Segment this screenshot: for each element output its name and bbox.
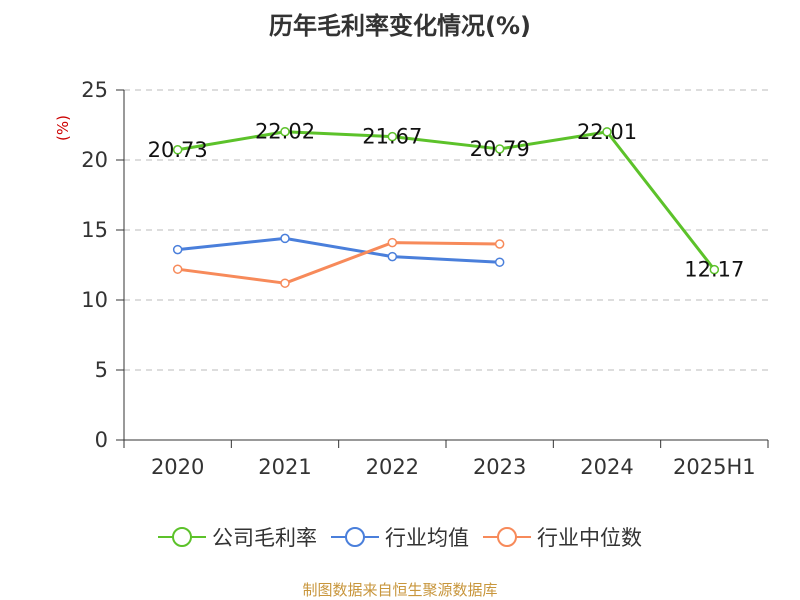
source-note: 制图数据来自恒生聚源数据库: [302, 581, 498, 599]
data-point: [172, 244, 183, 255]
series-line: [177, 236, 500, 264]
data-point: [602, 127, 612, 137]
legend-item[interactable]: 公司毛利率: [158, 522, 317, 552]
data-label: 22.02: [255, 120, 315, 144]
data-point: [494, 239, 505, 249]
legend-label: 公司毛利率: [212, 526, 317, 550]
x-tick-label: 2024: [580, 455, 633, 479]
legend: 公司毛利率 行业均值 行业中位数: [0, 519, 800, 555]
data-point: [172, 145, 183, 155]
y-axis-label: (%): [54, 115, 72, 141]
legend-label: 行业均值: [385, 526, 469, 550]
x-tick-label: 2025H1: [673, 455, 756, 479]
y-tick-label: 0: [95, 428, 108, 452]
data-point: [280, 233, 290, 244]
y-tick-label: 15: [81, 218, 108, 242]
legend-circle: [172, 527, 192, 547]
data-point: [387, 237, 398, 248]
data-point: [387, 131, 398, 142]
legend-label: 行业中位数: [537, 526, 642, 550]
x-tick-label: 2021: [258, 455, 311, 479]
y-tick-label: 10: [81, 288, 108, 312]
legend-circle: [497, 527, 517, 547]
legend-marker-icon: [483, 527, 531, 547]
series-line: [177, 241, 500, 285]
data-point: [494, 257, 505, 267]
data-label: 21.67: [362, 125, 422, 149]
axes: 0 5 10 15 20 25 2020 2021 2022 2023 2024 2025H1 (%): [54, 78, 769, 479]
data-point: [494, 144, 505, 154]
data-labels: 20.73 22.02 21.67 20.79 22.01 12.17: [148, 120, 745, 282]
grid-lines: [124, 89, 768, 371]
data-label: 22.01: [577, 120, 637, 144]
y-tick-label: 20: [81, 148, 108, 172]
series-lines: [172, 126, 720, 288]
y-tick-label: 5: [95, 358, 108, 382]
legend-marker-icon: [158, 527, 206, 547]
data-point: [172, 264, 183, 274]
legend-item[interactable]: 行业均值: [331, 522, 469, 552]
data-point: [709, 264, 720, 275]
x-tick-label: 2022: [366, 455, 419, 479]
legend-marker-icon: [331, 527, 379, 547]
x-tick-label: 2023: [473, 455, 526, 479]
data-label: 12.17: [684, 258, 744, 282]
legend-item[interactable]: 行业中位数: [483, 522, 642, 552]
x-tick-label: 2020: [151, 455, 204, 479]
data-label: 20.79: [470, 137, 530, 161]
data-point: [387, 251, 398, 262]
data-point: [280, 278, 290, 288]
chart-title: 历年毛利率变化情况(%): [269, 12, 531, 40]
y-tick-label: 25: [81, 78, 108, 102]
data-label: 20.73: [148, 138, 208, 162]
legend-circle: [345, 527, 365, 547]
series-line: [177, 130, 716, 271]
data-point: [280, 126, 290, 137]
